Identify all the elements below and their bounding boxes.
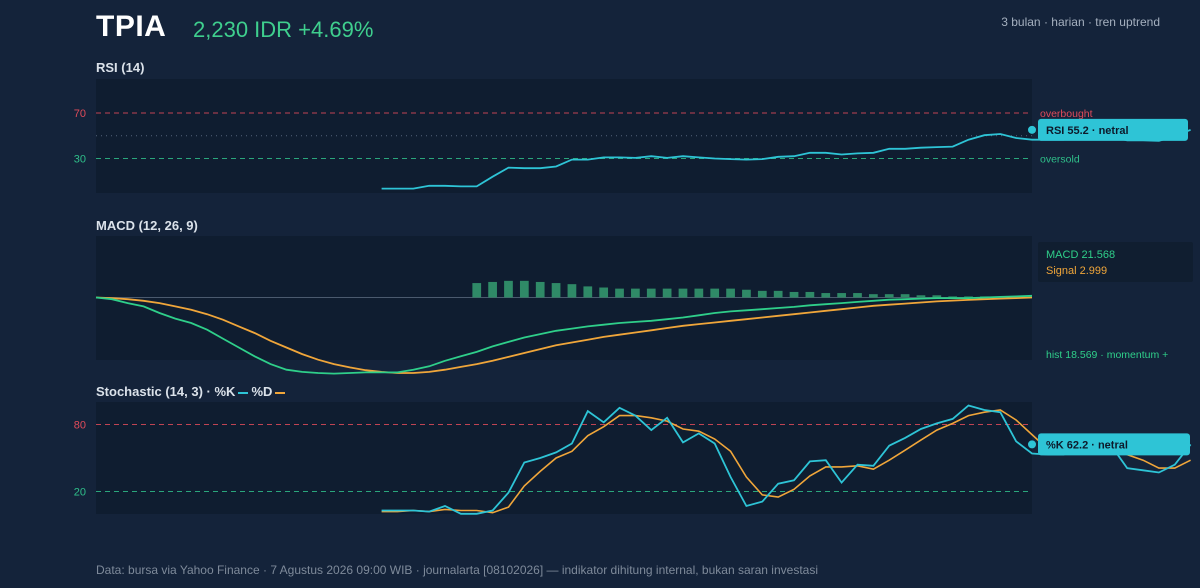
macd-histogram-bar — [853, 293, 862, 298]
footer-source: Data: bursa via Yahoo Finance · 7 Agustu… — [96, 563, 818, 577]
oversold-label: oversold — [1040, 154, 1080, 166]
macd-panel-title: MACD (12, 26, 9) — [96, 218, 198, 233]
stoch-badge-text: %K 62.2 · netral — [1046, 439, 1128, 451]
stoch-tick-80: 80 — [74, 420, 86, 432]
macd-histogram-bar — [948, 296, 958, 298]
macd-histogram-bar — [694, 288, 704, 298]
macd-histogram-bar — [789, 291, 799, 298]
macd-histogram-bar — [837, 293, 846, 298]
macd-hist-label: hist 18.569 · momentum + — [1046, 349, 1168, 361]
ticker-symbol: TPIA — [96, 10, 167, 43]
macd-histogram-bar — [488, 281, 497, 298]
signal-legend-value: Signal 2.999 — [1046, 265, 1107, 277]
k-legend-swatch — [238, 391, 249, 394]
rsi-badge-text: RSI 55.2 · netral — [1046, 125, 1129, 137]
macd-histogram-bar — [567, 284, 577, 298]
rsi-last-point — [1028, 125, 1036, 134]
macd-histogram-bar — [519, 280, 529, 298]
price-change: 2,230 IDR +4.69% — [193, 17, 374, 42]
macd-histogram-bar — [821, 293, 831, 298]
macd-histogram-bar — [900, 294, 910, 298]
macd-histogram-bar — [805, 291, 815, 298]
stoch-tick-20: 20 — [74, 487, 86, 499]
macd-histogram-bar — [662, 288, 672, 298]
macd-histogram-bar — [964, 296, 973, 298]
macd-histogram-bar — [726, 288, 735, 298]
macd-histogram-bar — [773, 290, 783, 298]
macd-histogram-bar — [884, 294, 894, 298]
macd-histogram-bar — [551, 283, 561, 298]
macd-histogram-bar — [615, 288, 624, 298]
macd-histogram-bar — [932, 295, 942, 298]
rsi-panel-title: RSI (14) — [96, 60, 145, 75]
rsi-tick-70: 70 — [74, 108, 86, 120]
stoch-panel-title: Stochastic (14, 3) · %K %D — [96, 384, 288, 399]
macd-histogram-bar — [599, 287, 609, 298]
macd-histogram-bar — [742, 289, 751, 298]
macd-line — [95, 294, 1033, 375]
signal-line — [95, 296, 1033, 374]
macd-histogram-bar — [678, 288, 688, 298]
macd-histogram-bar — [583, 286, 593, 298]
d-legend-swatch — [275, 391, 286, 394]
macd-histogram-bar — [757, 290, 767, 298]
rsi-tick-30: 30 — [74, 154, 86, 166]
stoch-panel-bg — [96, 402, 1032, 514]
macd-histogram-bar — [710, 288, 720, 298]
macd-histogram-bar — [868, 294, 878, 298]
stoch-last-point — [1028, 440, 1036, 449]
macd-legend-value: MACD 21.568 — [1046, 249, 1115, 261]
macd-histogram-bar — [631, 288, 640, 298]
macd-histogram-bar — [916, 295, 926, 298]
overbought-label: overbought — [1040, 108, 1093, 120]
timeframe-meta: 3 bulan · harian · tren uptrend — [1001, 15, 1160, 29]
stoch-title-prefix: Stochastic (14, 3) · %K — [96, 384, 236, 399]
macd-histogram-bar — [535, 281, 545, 298]
macd-histogram-bar — [646, 288, 656, 298]
macd-histogram-bar — [504, 280, 513, 298]
macd-histogram-bar — [472, 283, 482, 298]
stoch-badge — [1038, 433, 1190, 456]
macd-legend-box — [1038, 242, 1193, 282]
stoch-title-d: %D — [251, 384, 273, 399]
rsi-badge — [1038, 118, 1188, 141]
